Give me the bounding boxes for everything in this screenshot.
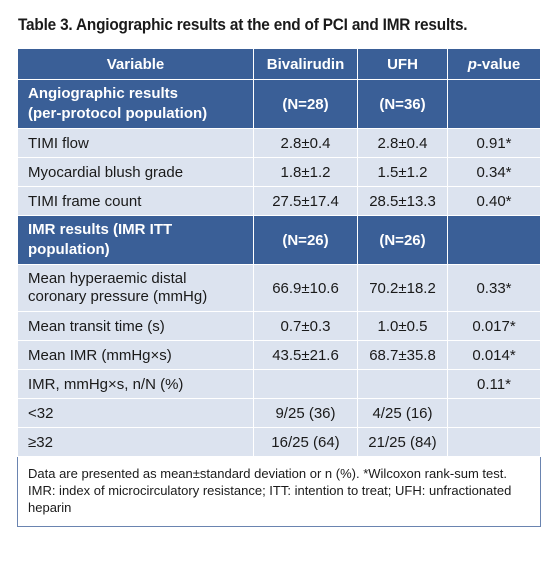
section-n-ufh: (N=26) — [357, 215, 448, 265]
section-label-line1: IMR results (IMR ITT — [28, 221, 173, 238]
table-row: Mean hyperaemic distal coronary pressure … — [17, 264, 541, 312]
row-label: <32 — [17, 398, 254, 428]
cell-bivalirudin: 66.9±10.6 — [253, 264, 358, 312]
table-row: Mean transit time (s) 0.7±0.3 1.0±0.5 0.… — [17, 311, 541, 341]
table-footnote: Data are presented as mean±standard devi… — [17, 456, 541, 527]
header-pvalue: p-value — [447, 48, 541, 80]
header-ufh: UFH — [357, 48, 448, 80]
cell-ufh: 68.7±35.8 — [357, 340, 448, 370]
section-n-ufh: (N=36) — [357, 79, 448, 129]
cell-pvalue — [447, 427, 541, 457]
cell-bivalirudin — [253, 369, 358, 399]
cell-ufh: 4/25 (16) — [357, 398, 448, 428]
table-row: <32 9/25 (36) 4/25 (16) — [17, 398, 541, 428]
section-n-empty — [447, 79, 541, 129]
table-row: Mean IMR (mmHg×s) 43.5±21.6 68.7±35.8 0.… — [17, 340, 541, 370]
table-row: Myocardial blush grade 1.8±1.2 1.5±1.2 0… — [17, 157, 541, 187]
cell-pvalue: 0.91* — [447, 128, 541, 158]
row-label: TIMI frame count — [17, 186, 254, 216]
cell-ufh: 2.8±0.4 — [357, 128, 448, 158]
row-label: TIMI flow — [17, 128, 254, 158]
table-row: TIMI frame count 27.5±17.4 28.5±13.3 0.4… — [17, 186, 541, 216]
header-row: Variable Bivalirudin UFH p-value — [17, 48, 541, 80]
footnote-row: Data are presented as mean±standard devi… — [17, 456, 541, 527]
section-n-empty — [447, 215, 541, 265]
section-label-line1: Angiographic results — [28, 85, 179, 102]
cell-pvalue: 0.014* — [447, 340, 541, 370]
section-label: IMR results (IMR ITT population) — [17, 215, 254, 265]
row-label: ≥32 — [17, 427, 254, 457]
section-header-angiographic: Angiographic results (per-protocol popula… — [17, 79, 541, 129]
results-table: Variable Bivalirudin UFH p-value Angiogr… — [17, 48, 541, 527]
section-n-bivalirudin: (N=26) — [253, 215, 358, 265]
table-row: IMR, mmHg×s, n/N (%) 0.11* — [17, 369, 541, 399]
row-label: Myocardial blush grade — [17, 157, 254, 187]
cell-bivalirudin: 27.5±17.4 — [253, 186, 358, 216]
cell-bivalirudin: 16/25 (64) — [253, 427, 358, 457]
table-row: TIMI flow 2.8±0.4 2.8±0.4 0.91* — [17, 128, 541, 158]
cell-pvalue: 0.34* — [447, 157, 541, 187]
section-label-line2: population) — [28, 241, 110, 258]
row-label: Mean hyperaemic distal coronary pressure … — [17, 264, 254, 312]
row-label: Mean IMR (mmHg×s) — [17, 340, 254, 370]
header-pvalue-p: p — [467, 55, 477, 73]
header-variable: Variable — [17, 48, 254, 80]
row-label-line2: coronary pressure (mmHg) — [28, 288, 208, 305]
section-label: Angiographic results (per-protocol popula… — [17, 79, 254, 129]
cell-ufh: 1.5±1.2 — [357, 157, 448, 187]
cell-ufh: 21/25 (84) — [357, 427, 448, 457]
row-label: Mean transit time (s) — [17, 311, 254, 341]
cell-bivalirudin: 2.8±0.4 — [253, 128, 358, 158]
header-bivalirudin: Bivalirudin — [253, 48, 358, 80]
table-caption: Table 3. Angiographic results at the end… — [18, 16, 468, 34]
table-row: ≥32 16/25 (64) 21/25 (84) — [17, 427, 541, 457]
row-label-line1: Mean hyperaemic distal — [28, 270, 187, 287]
cell-pvalue — [447, 398, 541, 428]
cell-pvalue: 0.40* — [447, 186, 541, 216]
row-label: IMR, mmHg×s, n/N (%) — [17, 369, 254, 399]
cell-pvalue: 0.017* — [447, 311, 541, 341]
cell-ufh — [357, 369, 448, 399]
cell-ufh: 1.0±0.5 — [357, 311, 448, 341]
section-label-line2: (per-protocol population) — [28, 105, 208, 122]
cell-bivalirudin: 43.5±21.6 — [253, 340, 358, 370]
cell-pvalue: 0.11* — [447, 369, 541, 399]
cell-ufh: 70.2±18.2 — [357, 264, 448, 312]
section-n-bivalirudin: (N=28) — [253, 79, 358, 129]
section-header-imr: IMR results (IMR ITT population) (N=26) (… — [17, 215, 541, 265]
cell-bivalirudin: 1.8±1.2 — [253, 157, 358, 187]
cell-bivalirudin: 9/25 (36) — [253, 398, 358, 428]
cell-bivalirudin: 0.7±0.3 — [253, 311, 358, 341]
cell-ufh: 28.5±13.3 — [357, 186, 448, 216]
header-pvalue-suffix: -value — [476, 55, 521, 73]
cell-pvalue: 0.33* — [447, 264, 541, 312]
